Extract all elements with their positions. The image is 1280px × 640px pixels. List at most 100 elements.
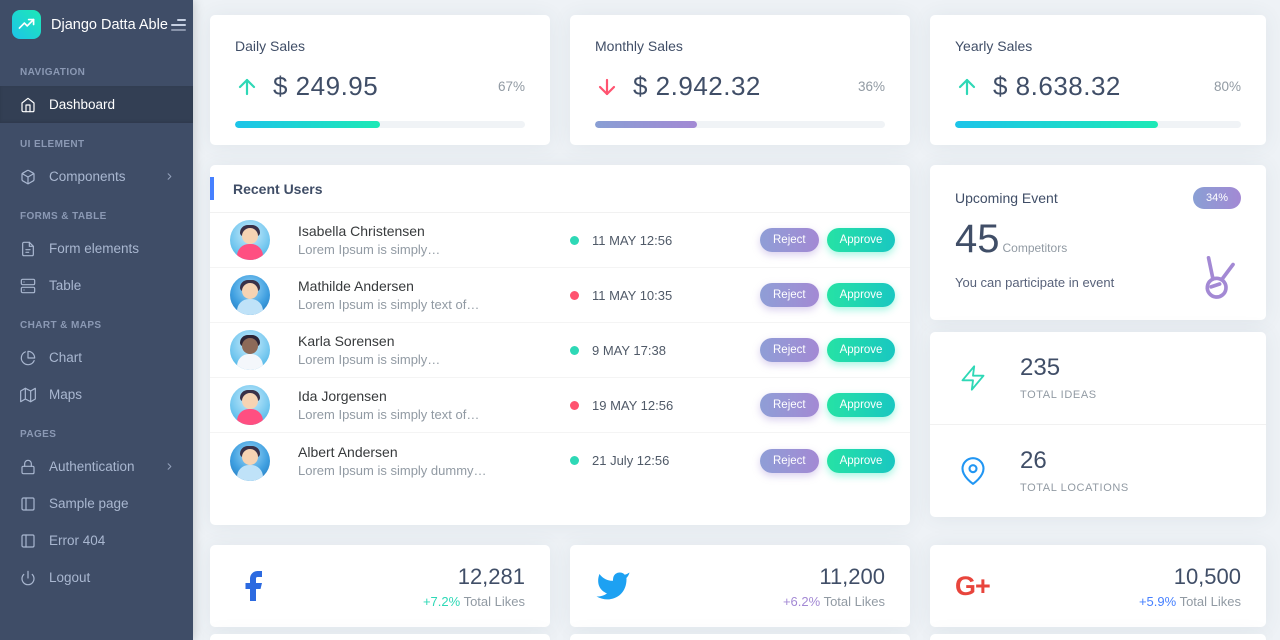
sidebar-item-label: Error 404 [49, 533, 106, 548]
progress-fill [595, 121, 697, 128]
user-desc: Lorem Ipsum is simply… [298, 352, 441, 367]
google-plus-icon: G+ [955, 570, 991, 601]
approve-button[interactable]: Approve [826, 228, 896, 252]
sidebar-item-label: Chart [49, 350, 83, 365]
sidebar-toggle-icon[interactable] [168, 16, 189, 34]
sidebar-item-error-404[interactable]: Error 404 [0, 522, 193, 559]
sidebar-item-sample-page[interactable]: Sample page [0, 485, 193, 522]
status-dot [570, 456, 579, 465]
file-text-icon [22, 241, 34, 256]
sidebar: Django Datta Able NAVIGATION Dashboard U… [0, 0, 193, 640]
sidebar-item-label: Maps [49, 387, 83, 402]
table-row: Ida Jorgensen Lorem Ipsum is simply text… [210, 378, 910, 433]
user-desc: Lorem Ipsum is simply text of… [298, 407, 480, 422]
twitter-icon [596, 572, 630, 600]
total-locations-row: 26 TOTAL LOCATIONS [930, 425, 1266, 518]
sidebar-item-maps[interactable]: Maps [0, 376, 193, 413]
total-ideas-value: 235 [1020, 354, 1061, 382]
daily-sales-card: Daily Sales $ 249.95 67% [210, 15, 550, 145]
reject-button[interactable]: Reject [760, 448, 819, 473]
event-title: Upcoming Event [955, 190, 1058, 206]
progress-track [955, 121, 1241, 128]
likes-delta: +7.2% [422, 593, 461, 609]
nav-caption-pages: PAGES [20, 429, 57, 440]
reject-button[interactable]: Reject [760, 338, 819, 362]
progress-fill [235, 121, 380, 128]
nav-caption-navigation: NAVIGATION [20, 67, 86, 78]
recent-users-title: Recent Users [233, 180, 323, 197]
approve-button[interactable]: Approve [826, 448, 896, 473]
user-name: Mathilde Andersen [298, 278, 414, 294]
lock-icon [21, 459, 35, 474]
main-content: Daily Sales $ 249.95 67% Monthly Sales $… [193, 0, 1280, 640]
sidebar-item-table[interactable]: Table [0, 267, 193, 304]
sidebar-item-authentication[interactable]: Authentication [0, 448, 193, 485]
progress-track [235, 121, 525, 128]
user-name: Karla Sorensen [298, 333, 395, 349]
sales-amount: $ 249.95 [273, 71, 379, 101]
arrow-up-icon [238, 78, 256, 95]
box-icon [21, 169, 35, 184]
google-plus-likes-card: G+ 10,500 +5.9% Total Likes [930, 545, 1266, 627]
sales-amount: $ 8.638.32 [993, 71, 1121, 101]
reject-button[interactable]: Reject [760, 283, 819, 307]
sales-percent: 67% [497, 79, 525, 94]
user-name: Isabella Christensen [298, 223, 425, 239]
sidebar-item-chart[interactable]: Chart [0, 339, 193, 376]
server-icon [20, 278, 36, 293]
sidebar-item-components[interactable]: Components [0, 158, 193, 195]
chevron-right-icon [167, 463, 172, 470]
event-note: You can participate in event [955, 275, 1115, 290]
sidebar-item-logout[interactable]: Logout [0, 559, 193, 596]
card-title: Monthly Sales [595, 38, 683, 54]
arrow-down-icon [598, 78, 616, 95]
chevron-right-icon [167, 173, 172, 180]
avatar [230, 220, 270, 260]
sidebar-item-label: Components [49, 169, 126, 184]
nav-caption-ui-element: UI ELEMENT [20, 139, 85, 150]
yearly-sales-card: Yearly Sales $ 8.638.32 80% [930, 15, 1266, 145]
likes-value: 12,281 [457, 563, 525, 589]
sidebar-item-label: Form elements [49, 241, 140, 256]
likes-label: Total Likes [463, 593, 525, 609]
card-sliver [570, 634, 910, 640]
nav-caption-forms-table: FORMS & TABLE [20, 211, 107, 222]
status-dot [570, 400, 579, 410]
table-row: Isabella Christensen Lorem Ipsum is simp… [210, 213, 910, 268]
sidebar-item-label: Authentication [49, 459, 135, 474]
approve-button[interactable]: Approve [826, 393, 896, 417]
total-ideas-row: 235 TOTAL IDEAS [930, 332, 1266, 425]
upcoming-event-card: Upcoming Event 34% 45 Competitors You ca… [930, 165, 1266, 320]
event-count-label: Competitors [1002, 241, 1068, 255]
user-date: 21 July 12:56 [592, 453, 670, 468]
table-row: Mathilde Andersen Lorem Ipsum is simply … [210, 268, 910, 323]
arrow-up-icon [958, 78, 976, 95]
sidebar-item-dashboard[interactable]: Dashboard [0, 86, 193, 123]
user-desc: Lorem Ipsum is simply text of… [298, 297, 480, 312]
twitter-likes-card: 11,200 +6.2% Total Likes [570, 545, 910, 627]
user-name: Ida Jorgensen [298, 388, 387, 404]
sidebar-item-label: Dashboard [49, 97, 116, 112]
facebook-icon [245, 571, 262, 601]
approve-button[interactable]: Approve [826, 283, 896, 307]
likes-label: Total Likes [1179, 593, 1241, 609]
nav-caption-chart-maps: CHART & MAPS [20, 320, 102, 331]
reject-button[interactable]: Reject [760, 393, 819, 417]
brand: Django Datta Able [0, 0, 193, 51]
card-sliver [930, 634, 1266, 640]
likes-value: 10,500 [1173, 563, 1241, 589]
sidebar-item-form-elements[interactable]: Form elements [0, 230, 193, 267]
reject-button[interactable]: Reject [760, 228, 819, 252]
user-date: 11 MAY 12:56 [592, 232, 673, 248]
avatar [230, 275, 270, 315]
map-pin-icon [961, 456, 985, 485]
likes-delta: +5.9% [1138, 593, 1177, 609]
status-dot [570, 235, 579, 245]
approve-button[interactable]: Approve [826, 338, 896, 362]
zap-icon [961, 365, 985, 391]
sidebar-item-label: Table [49, 278, 82, 293]
status-dot [570, 345, 579, 355]
sales-percent: 80% [1213, 79, 1241, 94]
avatar [230, 440, 270, 481]
peace-hand-icon [1205, 255, 1235, 299]
